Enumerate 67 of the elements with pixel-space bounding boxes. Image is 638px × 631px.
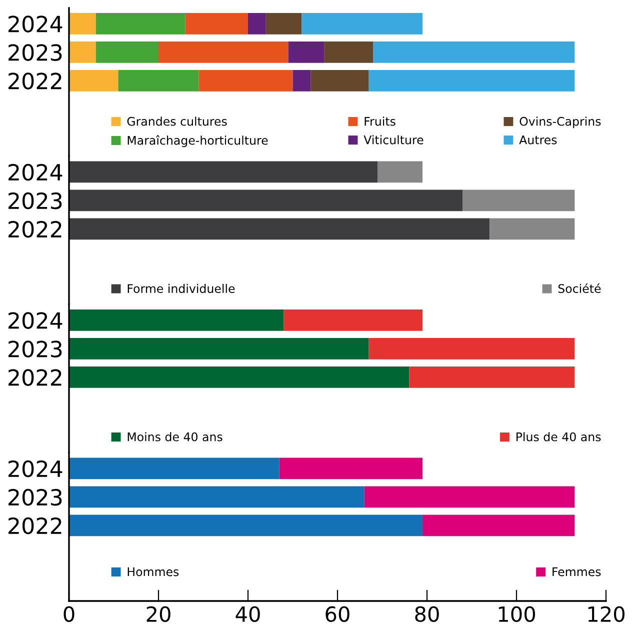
- legend-label: Société: [558, 283, 601, 294]
- bar: [69, 70, 118, 92]
- bar: [198, 70, 293, 92]
- bar: [490, 218, 575, 240]
- bar: [69, 161, 378, 183]
- y-tick-label: 2024: [8, 312, 62, 329]
- y-tick-label: 2022: [8, 220, 62, 238]
- bar: [69, 309, 284, 331]
- bar: [69, 366, 410, 388]
- y-tick-label: 2024: [8, 16, 62, 32]
- bar: [69, 12, 96, 34]
- legend-label: Forme individuelle: [128, 284, 235, 294]
- legend-label: Viticulture: [364, 135, 424, 144]
- bar: [284, 309, 423, 331]
- y-tick-label: 2023: [8, 488, 62, 506]
- x-tick-label: 60: [326, 606, 350, 622]
- legend-label: Ovins-Caprins: [520, 116, 601, 128]
- y-tick-label: 2024: [8, 460, 62, 478]
- legend-label: Moins de 40 ans: [128, 432, 222, 442]
- legend-label: Femmes: [552, 567, 601, 576]
- bar: [69, 338, 369, 360]
- bar: [69, 458, 280, 480]
- bar: [69, 190, 463, 212]
- bar: [96, 12, 186, 34]
- bar: [96, 42, 158, 63]
- bar: [422, 514, 575, 536]
- legend-label: Fruits: [364, 116, 396, 126]
- bar: [364, 486, 575, 508]
- y-tick-label: 2023: [8, 340, 62, 358]
- bar: [373, 42, 575, 63]
- bar: [462, 190, 575, 212]
- y-tick-label: 2023: [8, 192, 62, 210]
- legend-label: Autres: [519, 136, 557, 144]
- bar: [324, 42, 374, 63]
- bar: [248, 12, 266, 34]
- legend-label: Grandes cultures: [127, 116, 227, 126]
- x-tick-label: 40: [236, 606, 260, 622]
- bar: [292, 70, 311, 92]
- bar: [409, 366, 575, 388]
- bar: [378, 161, 423, 183]
- bar: [288, 42, 324, 63]
- y-tick-label: 2023: [8, 44, 62, 61]
- legend-label: Plus de 40 ans: [516, 432, 601, 442]
- bar: [368, 338, 575, 360]
- y-tick-label: 2024: [8, 164, 62, 181]
- legend-label: Maraîchage-horticulture: [128, 135, 268, 148]
- bar: [158, 42, 288, 63]
- x-tick-label: 0: [64, 606, 74, 622]
- x-tick-label: 100: [498, 606, 535, 622]
- x-tick-label: 20: [146, 606, 170, 622]
- bar: [302, 12, 423, 34]
- y-tick-label: 2022: [8, 369, 62, 386]
- bar: [266, 12, 302, 34]
- bar: [69, 42, 96, 63]
- bar: [368, 70, 575, 92]
- legend-label: Hommes: [128, 567, 179, 576]
- bar: [69, 514, 423, 536]
- x-tick-label: 80: [415, 606, 439, 622]
- bar: [118, 70, 199, 92]
- y-tick-label: 2022: [8, 517, 62, 534]
- x-tick-label: 120: [588, 606, 624, 622]
- bar: [279, 458, 423, 480]
- bar: [69, 218, 490, 240]
- bar: [69, 486, 364, 508]
- y-tick-label: 2022: [8, 72, 62, 90]
- bar: [185, 12, 248, 34]
- bar: [310, 70, 369, 92]
